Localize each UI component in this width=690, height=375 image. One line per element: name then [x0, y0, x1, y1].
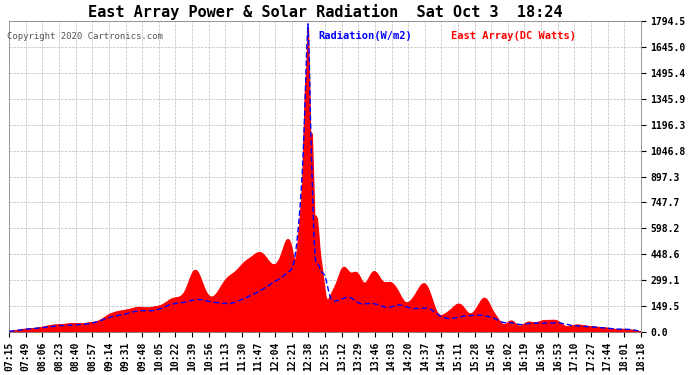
Text: Copyright 2020 Cartronics.com: Copyright 2020 Cartronics.com: [7, 32, 163, 41]
Text: Radiation(W/m2): Radiation(W/m2): [319, 31, 413, 40]
Title: East Array Power & Solar Radiation  Sat Oct 3  18:24: East Array Power & Solar Radiation Sat O…: [88, 4, 562, 20]
Text: East Array(DC Watts): East Array(DC Watts): [451, 31, 576, 40]
